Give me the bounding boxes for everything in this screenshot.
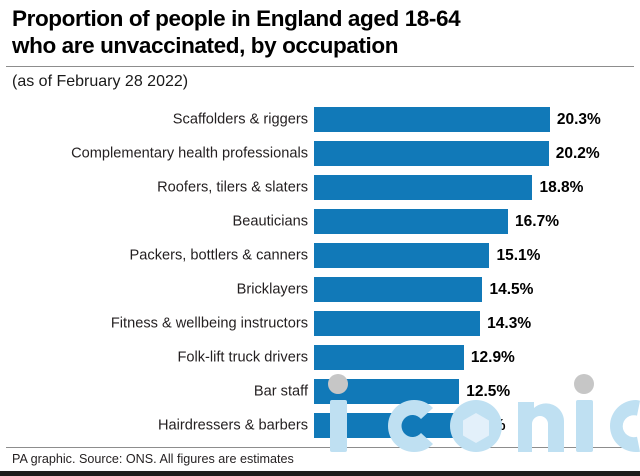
bar xyxy=(314,345,464,370)
bar-row: Hairdressers & barbers 12.1% xyxy=(0,413,640,438)
bar-row: Folk-lift truck drivers 12.9% xyxy=(0,345,640,370)
bar xyxy=(314,277,483,302)
category-label: Roofers, tilers & slaters xyxy=(157,179,308,196)
bar-value-label: 12.5% xyxy=(466,382,511,400)
bar xyxy=(314,243,490,268)
bar xyxy=(314,175,533,200)
bar xyxy=(314,107,550,132)
bar xyxy=(314,413,455,438)
bar xyxy=(314,209,509,234)
bar-row: Bricklayers 14.5% xyxy=(0,277,640,302)
footer-divider xyxy=(6,447,634,448)
bar-value-label: 15.1% xyxy=(496,246,541,264)
category-label: Packers, bottlers & canners xyxy=(129,247,308,264)
bar-value-label: 18.8% xyxy=(539,178,584,196)
bar-value-label: 12.9% xyxy=(470,348,515,366)
bar-value-label: 12.1% xyxy=(461,416,506,434)
header-divider xyxy=(6,66,634,67)
bottom-accent-bar xyxy=(0,471,640,476)
bar-row: Roofers, tilers & slaters 18.8% xyxy=(0,175,640,200)
bar-value-label: 14.5% xyxy=(489,280,534,298)
source-note: PA graphic. Source: ONS. All figures are… xyxy=(12,452,298,466)
category-label: Bricklayers xyxy=(236,281,308,298)
category-label: Fitness & wellbeing instructors xyxy=(110,315,308,332)
bar-row: Complementary health professionals 20.2% xyxy=(0,141,640,166)
bar-value-label: 20.3% xyxy=(556,110,601,128)
category-label: Folk-lift truck drivers xyxy=(177,349,308,366)
category-label: Complementary health professionals xyxy=(71,145,308,162)
bar xyxy=(314,379,460,404)
chart-subtitle: (as of February 28 2022) xyxy=(12,73,189,90)
header: Proportion of people in England aged 18-… xyxy=(0,0,640,59)
bar-value-label: 20.2% xyxy=(555,144,600,162)
bar-value-label: 16.7% xyxy=(515,212,559,230)
bar-value-label: 14.3% xyxy=(487,314,532,332)
bar-row: Scaffolders & riggers 20.3% xyxy=(0,107,640,132)
bar xyxy=(314,311,481,336)
bar xyxy=(314,141,549,166)
page-title: Proportion of people in England aged 18-… xyxy=(12,6,461,58)
category-label: Beauticians xyxy=(232,213,308,230)
bar-row: Bar staff 12.5% xyxy=(0,379,640,404)
bar-row: Beauticians 16.7% xyxy=(0,209,640,234)
bar-row: Packers, bottlers & canners 15.1% xyxy=(0,243,640,268)
category-label: Hairdressers & barbers xyxy=(157,417,308,434)
bar-row: Fitness & wellbeing instructors 14.3% xyxy=(0,311,640,336)
category-label: Scaffolders & riggers xyxy=(172,111,308,128)
category-label: Bar staff xyxy=(253,383,308,400)
bar-chart: Scaffolders & riggers 20.3% Complementary … xyxy=(0,100,640,445)
